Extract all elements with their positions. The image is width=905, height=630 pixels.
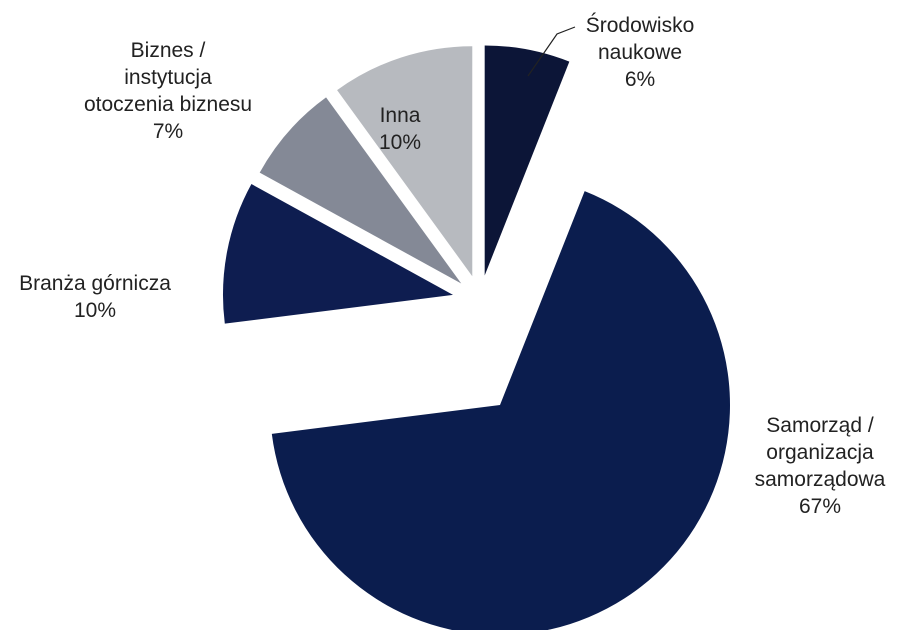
slice-category-label: Samorząd /: [766, 414, 874, 437]
slice-value-label: 67%: [799, 495, 841, 518]
slice-category-label: Inna: [380, 104, 421, 127]
slice-category-label: Branża górnicza: [19, 272, 171, 295]
slice-category-label: Środowisko: [586, 13, 695, 37]
slice-category-label: naukowe: [598, 41, 682, 64]
slice-label: Samorząd / organizacja samorządowa 67%: [755, 414, 886, 518]
slice-category-label: Biznes /: [131, 39, 206, 62]
leader-line: [527, 26, 576, 77]
slice-category-label: organizacja: [766, 441, 874, 464]
slice-label: Środowisko naukowe 6%: [586, 13, 695, 91]
slice-value-label: 10%: [379, 131, 421, 154]
slice-value-label: 6%: [625, 68, 655, 91]
slice-value-label: 7%: [153, 120, 183, 143]
slice-label: Inna 10%: [379, 104, 421, 154]
slice-category-label: otoczenia biznesu: [84, 93, 252, 116]
pie-slice: [259, 97, 462, 284]
slice-value-label: 10%: [74, 299, 116, 322]
pie-slice: [337, 46, 473, 277]
slice-label: Branża górnicza 10%: [19, 272, 171, 322]
pie-slice: [484, 45, 570, 276]
slice-category-label: instytucja: [124, 66, 212, 89]
pie-slice: [222, 184, 453, 324]
pie-slice: [271, 191, 730, 630]
slice-category-label: samorządowa: [755, 468, 886, 491]
slice-label: Biznes / instytucja otoczenia biznesu 7%: [84, 39, 252, 143]
